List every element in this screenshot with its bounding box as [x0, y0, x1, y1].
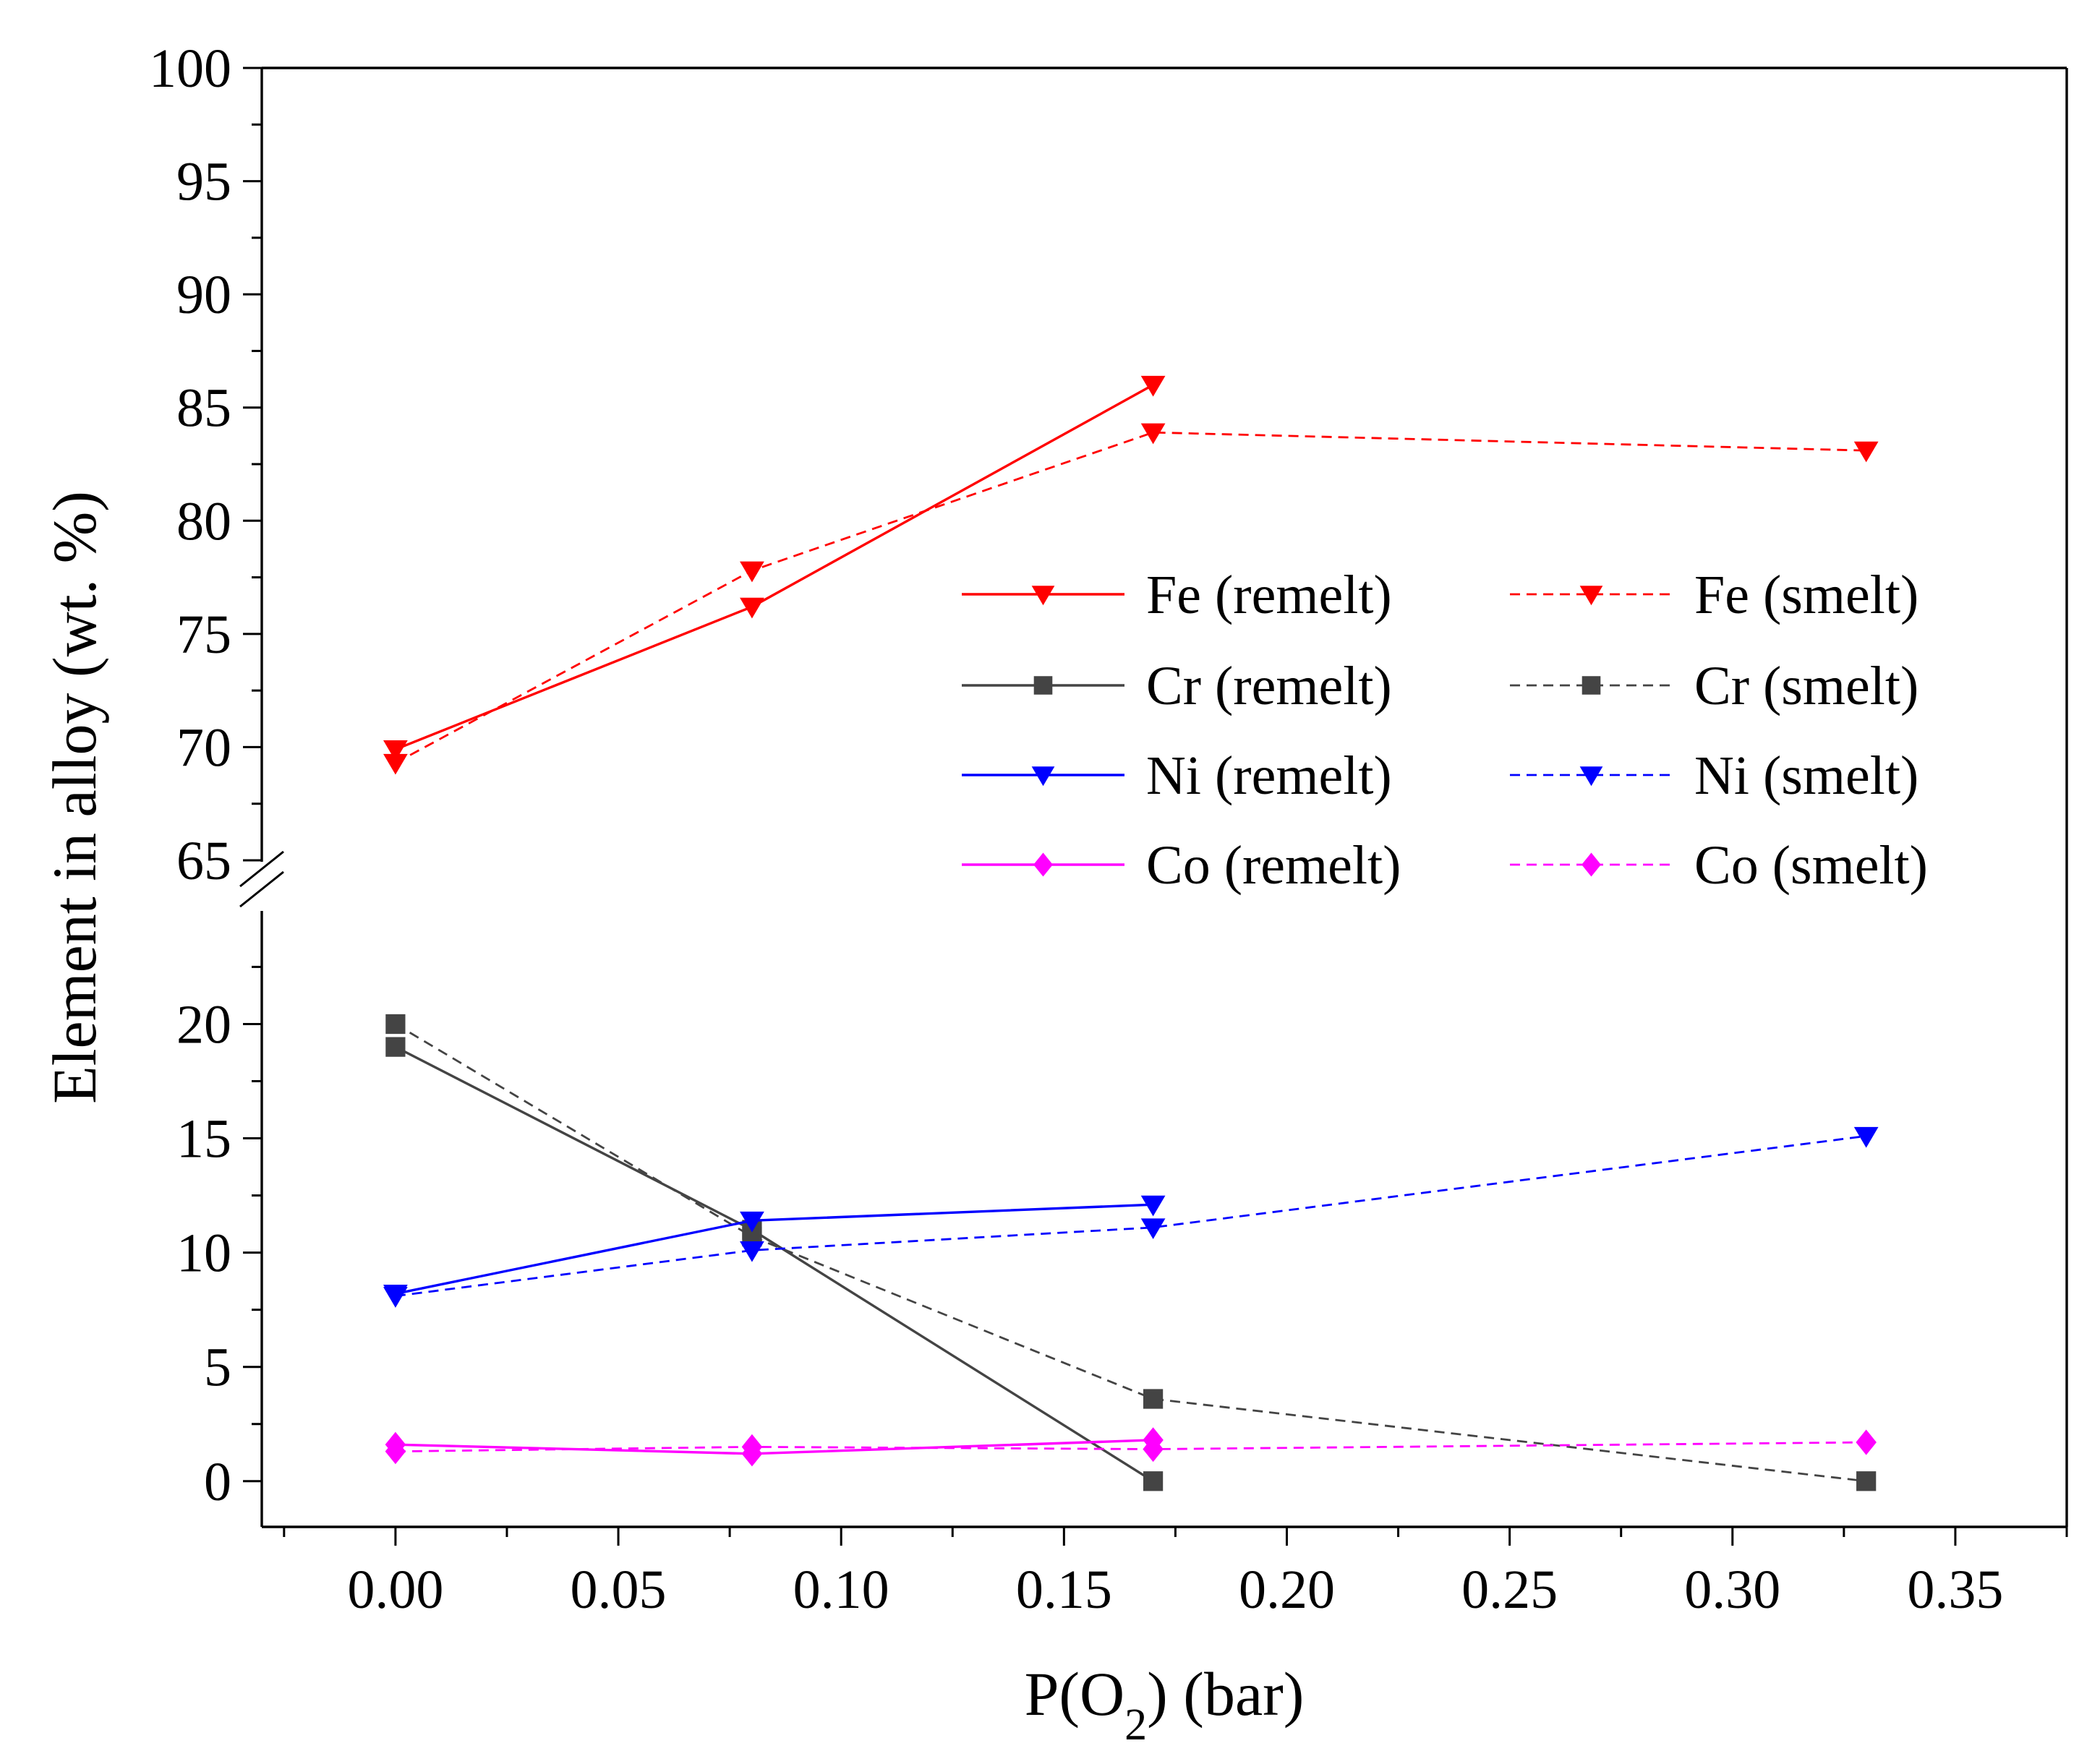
data-point — [1140, 1195, 1166, 1217]
plot-frame — [239, 67, 2068, 1528]
x-tick-label: 0.05 — [571, 1559, 667, 1620]
data-point — [1856, 1429, 1877, 1455]
legend-label: Ni (smelt) — [1694, 745, 1918, 806]
x-tick-label: 0.35 — [1907, 1559, 2003, 1620]
legend-entry-ni-smelt: Ni (smelt) — [1510, 745, 1918, 806]
legend: Fe (remelt) Fe (smelt) Cr (remelt) Cr (smel… — [962, 565, 1928, 896]
x-tick-label: 0.15 — [1016, 1559, 1112, 1620]
x-axis-title-after: ) (bar) — [1147, 1659, 1304, 1729]
y-tick-label: 10 — [176, 1223, 231, 1284]
data-point — [1140, 1218, 1166, 1240]
legend-entry-co-remelt: Co (remelt) — [962, 835, 1401, 896]
x-tick-label: 0.10 — [793, 1559, 889, 1620]
y-tick-label: 70 — [176, 717, 231, 778]
legend-marker — [1033, 852, 1053, 877]
data-point — [740, 561, 764, 583]
x-tick-label: 0.25 — [1461, 1559, 1558, 1620]
x-tick-label: 0.20 — [1239, 1559, 1335, 1620]
y-tick-label: 5 — [204, 1337, 231, 1398]
data-point — [1140, 375, 1166, 397]
legend-entry-cr-smelt: Cr (smelt) — [1510, 656, 1918, 716]
legend-label: Co (smelt) — [1694, 835, 1928, 896]
y-tick-label: 65 — [176, 831, 231, 891]
legend-label: Fe (remelt) — [1146, 565, 1392, 625]
axis-break-mark — [239, 850, 284, 888]
axis-break-mark — [239, 870, 284, 908]
data-point — [385, 1439, 406, 1465]
data-point — [1856, 1471, 1877, 1491]
series-ni-smelt — [383, 1126, 1879, 1308]
legend-label: Cr (remelt) — [1146, 656, 1392, 716]
data-series — [383, 375, 1879, 1491]
legend-entry-co-smelt: Co (smelt) — [1510, 835, 1928, 896]
y-tick-label: 80 — [176, 491, 231, 552]
x-tick-label: 0.00 — [347, 1559, 443, 1620]
legend-marker — [1033, 676, 1053, 695]
y-tick-label: 20 — [176, 994, 231, 1055]
legend-label: Fe (smelt) — [1694, 565, 1918, 625]
series-cr-smelt — [385, 1014, 1877, 1491]
data-point — [740, 1241, 764, 1262]
legend-marker — [1579, 766, 1603, 787]
legend-label: Ni (remelt) — [1146, 745, 1392, 806]
data-point — [741, 1434, 763, 1460]
legend-marker — [1031, 586, 1055, 606]
x-tick-label: 0.30 — [1684, 1559, 1780, 1620]
x-axis-title-subscript: 2 — [1124, 1700, 1147, 1750]
legend-entry-ni-remelt: Ni (remelt) — [962, 745, 1392, 806]
legend-entry-fe-smelt: Fe (smelt) — [1510, 565, 1918, 625]
legend-entry-fe-remelt: Fe (remelt) — [962, 565, 1392, 625]
data-point — [740, 1211, 764, 1233]
y-tick-label: 90 — [176, 265, 231, 325]
x-axis-title: P(O2) (bar) — [1025, 1659, 1305, 1750]
legend-marker — [1031, 766, 1055, 787]
data-point — [1143, 1436, 1164, 1463]
legend-marker — [1582, 852, 1601, 877]
series-fe-remelt — [383, 375, 1166, 761]
series-fe-smelt — [383, 423, 1879, 775]
data-point — [740, 597, 764, 619]
data-point — [385, 1014, 406, 1035]
series-line-fe-smelt — [395, 431, 1866, 764]
data-point — [383, 753, 408, 775]
data-point — [383, 740, 408, 761]
legend-marker — [1582, 676, 1601, 695]
data-point — [1853, 441, 1879, 463]
y-tick-label: 100 — [149, 38, 231, 99]
series-line-co-smelt — [395, 1441, 1866, 1453]
y-tick-label: 0 — [204, 1452, 231, 1512]
data-point — [1853, 1126, 1879, 1148]
data-point — [383, 1287, 408, 1308]
data-point — [1143, 1389, 1164, 1409]
data-point — [1140, 423, 1166, 445]
data-point — [1143, 1471, 1164, 1491]
y-axis-title: Element in alloy (wt. %) — [40, 491, 109, 1104]
y-tick-label: 85 — [176, 378, 231, 439]
legend-label: Co (remelt) — [1146, 835, 1401, 896]
series-line-cr-smelt — [395, 1023, 1866, 1483]
series-line-ni-smelt — [395, 1134, 1866, 1298]
legend-marker — [1579, 586, 1603, 606]
axis-ticks: 0.00 0.05 0.10 0.15 0.20 0.25 0.30 0.35 0 5 10 15 20… — [149, 38, 2068, 1620]
series-co-smelt — [385, 1429, 1877, 1465]
y-tick-label: 15 — [176, 1109, 231, 1170]
x-axis-title-before: P(O — [1025, 1659, 1125, 1729]
data-point — [385, 1037, 406, 1057]
legend-entry-cr-remelt: Cr (remelt) — [962, 656, 1392, 716]
legend-label: Cr (smelt) — [1694, 656, 1918, 716]
y-tick-label: 75 — [176, 604, 231, 665]
y-tick-label: 95 — [176, 152, 231, 213]
